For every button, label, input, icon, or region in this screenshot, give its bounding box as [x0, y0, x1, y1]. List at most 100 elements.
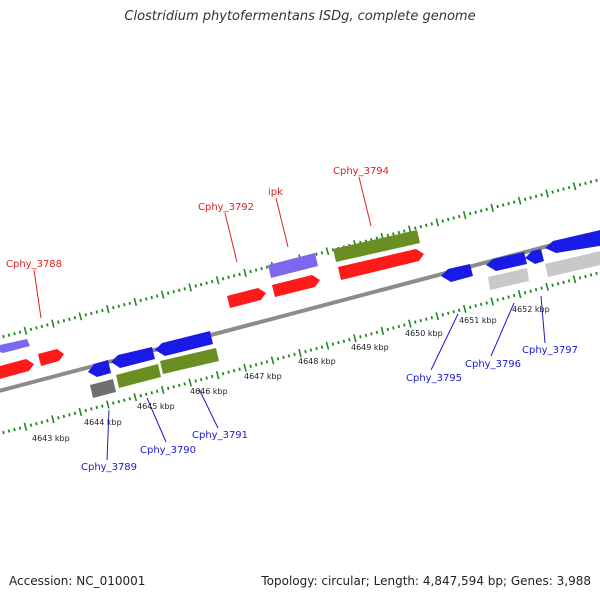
- minor-tick: [172, 290, 175, 294]
- cds-feature[interactable]: [525, 249, 544, 264]
- minor-tick: [2, 430, 5, 435]
- gene-label-cphy-3797[interactable]: Cphy_3797: [522, 345, 578, 356]
- minor-tick: [150, 295, 153, 300]
- minor-tick: [276, 357, 280, 361]
- major-tick: [51, 319, 55, 328]
- cds-feature[interactable]: [486, 252, 527, 271]
- cds-feature[interactable]: [0, 359, 34, 379]
- minor-tick: [562, 187, 565, 191]
- minor-tick: [447, 217, 450, 222]
- minor-tick: [150, 391, 153, 395]
- gene-label-cphy-3794[interactable]: Cphy_3794: [333, 166, 389, 177]
- genome-summary-text: Topology: circular; Length: 4,847,594 bp…: [261, 574, 591, 588]
- minor-tick: [485, 301, 488, 305]
- scale-label: 4645 kbp: [137, 402, 175, 411]
- major-tick: [517, 196, 522, 205]
- minor-tick: [479, 302, 483, 307]
- major-tick: [106, 400, 110, 409]
- cds-feature[interactable]: [333, 230, 420, 262]
- scale-label: 4650 kbp: [405, 329, 443, 338]
- major-tick: [490, 297, 494, 306]
- minor-tick: [342, 339, 346, 343]
- cds-feature[interactable]: [545, 250, 600, 277]
- cds-feature[interactable]: [441, 264, 473, 282]
- gene-label-ipk[interactable]: ipk: [268, 187, 283, 198]
- minor-tick: [7, 429, 11, 433]
- cds-feature[interactable]: [88, 360, 111, 377]
- minor-tick: [199, 282, 203, 287]
- minor-tick: [496, 298, 499, 302]
- major-tick: [133, 297, 138, 306]
- minor-tick: [414, 320, 417, 324]
- cds-feature[interactable]: [116, 364, 161, 388]
- cds-feature[interactable]: [38, 349, 64, 366]
- minor-tick: [397, 230, 401, 235]
- gene-label-cphy-3796[interactable]: Cphy_3796: [465, 359, 521, 370]
- gene-label-cphy-3788[interactable]: Cphy_3788: [6, 259, 62, 270]
- cds-feature[interactable]: [155, 331, 213, 356]
- major-tick: [462, 304, 467, 313]
- scale-label: 4652 kbp: [512, 305, 550, 314]
- cds-feature[interactable]: [272, 275, 320, 297]
- cds-feature[interactable]: [227, 288, 266, 308]
- minor-tick: [447, 311, 450, 315]
- gene-label-cphy-3789[interactable]: Cphy_3789: [81, 462, 137, 473]
- minor-tick: [265, 265, 269, 269]
- upper-features: [0, 230, 424, 379]
- gene-label-cphy-3790[interactable]: Cphy_3790: [140, 445, 196, 456]
- major-tick: [78, 312, 83, 321]
- minor-tick: [507, 201, 510, 206]
- minor-tick: [238, 367, 241, 371]
- minor-tick: [7, 333, 11, 337]
- gene-label-cphy-3795[interactable]: Cphy_3795: [406, 373, 462, 384]
- minor-tick: [523, 290, 527, 295]
- gene-label-cphy-3792[interactable]: Cphy_3792: [198, 202, 254, 213]
- minor-tick: [337, 340, 340, 345]
- minor-tick: [221, 371, 225, 376]
- minor-tick: [457, 308, 461, 312]
- minor-tick: [68, 317, 71, 321]
- major-tick: [435, 218, 440, 227]
- minor-tick: [123, 398, 126, 402]
- minor-tick: [578, 276, 582, 280]
- minor-tick: [556, 282, 560, 286]
- minor-tick: [452, 216, 455, 220]
- minor-tick: [35, 421, 38, 426]
- cds-feature[interactable]: [545, 229, 600, 253]
- major-tick: [490, 203, 494, 212]
- cds-feature[interactable]: [90, 379, 116, 398]
- minor-tick: [112, 401, 115, 405]
- scale-label: 4649 kbp: [351, 343, 389, 352]
- minor-tick: [90, 407, 93, 411]
- cds-feature[interactable]: [268, 253, 318, 278]
- minor-tick: [95, 405, 99, 410]
- major-tick: [353, 334, 357, 343]
- gene-label-cphy-3791[interactable]: Cphy_3791: [192, 430, 248, 441]
- minor-tick: [304, 349, 307, 354]
- minor-tick: [199, 377, 203, 382]
- scale-label: 4644 kbp: [84, 418, 122, 427]
- minor-tick: [386, 233, 390, 238]
- minor-tick: [562, 280, 565, 285]
- minor-tick: [68, 413, 71, 417]
- cds-feature[interactable]: [338, 249, 424, 280]
- major-tick: [23, 326, 28, 335]
- minor-tick: [123, 303, 126, 307]
- minor-tick: [166, 291, 170, 295]
- minor-tick: [523, 197, 527, 201]
- minor-tick: [183, 382, 186, 386]
- minor-tick: [177, 288, 181, 293]
- minor-tick: [194, 379, 197, 383]
- minor-tick: [485, 207, 488, 212]
- cds-feature[interactable]: [160, 348, 219, 374]
- cds-feature[interactable]: [488, 268, 529, 290]
- minor-tick: [458, 214, 461, 219]
- cds-feature[interactable]: [0, 339, 30, 353]
- minor-tick: [46, 419, 49, 423]
- minor-tick: [540, 286, 543, 290]
- minor-tick: [128, 396, 132, 401]
- minor-tick: [227, 275, 230, 279]
- scale-label: 4648 kbp: [298, 357, 336, 366]
- cds-feature[interactable]: [111, 347, 155, 368]
